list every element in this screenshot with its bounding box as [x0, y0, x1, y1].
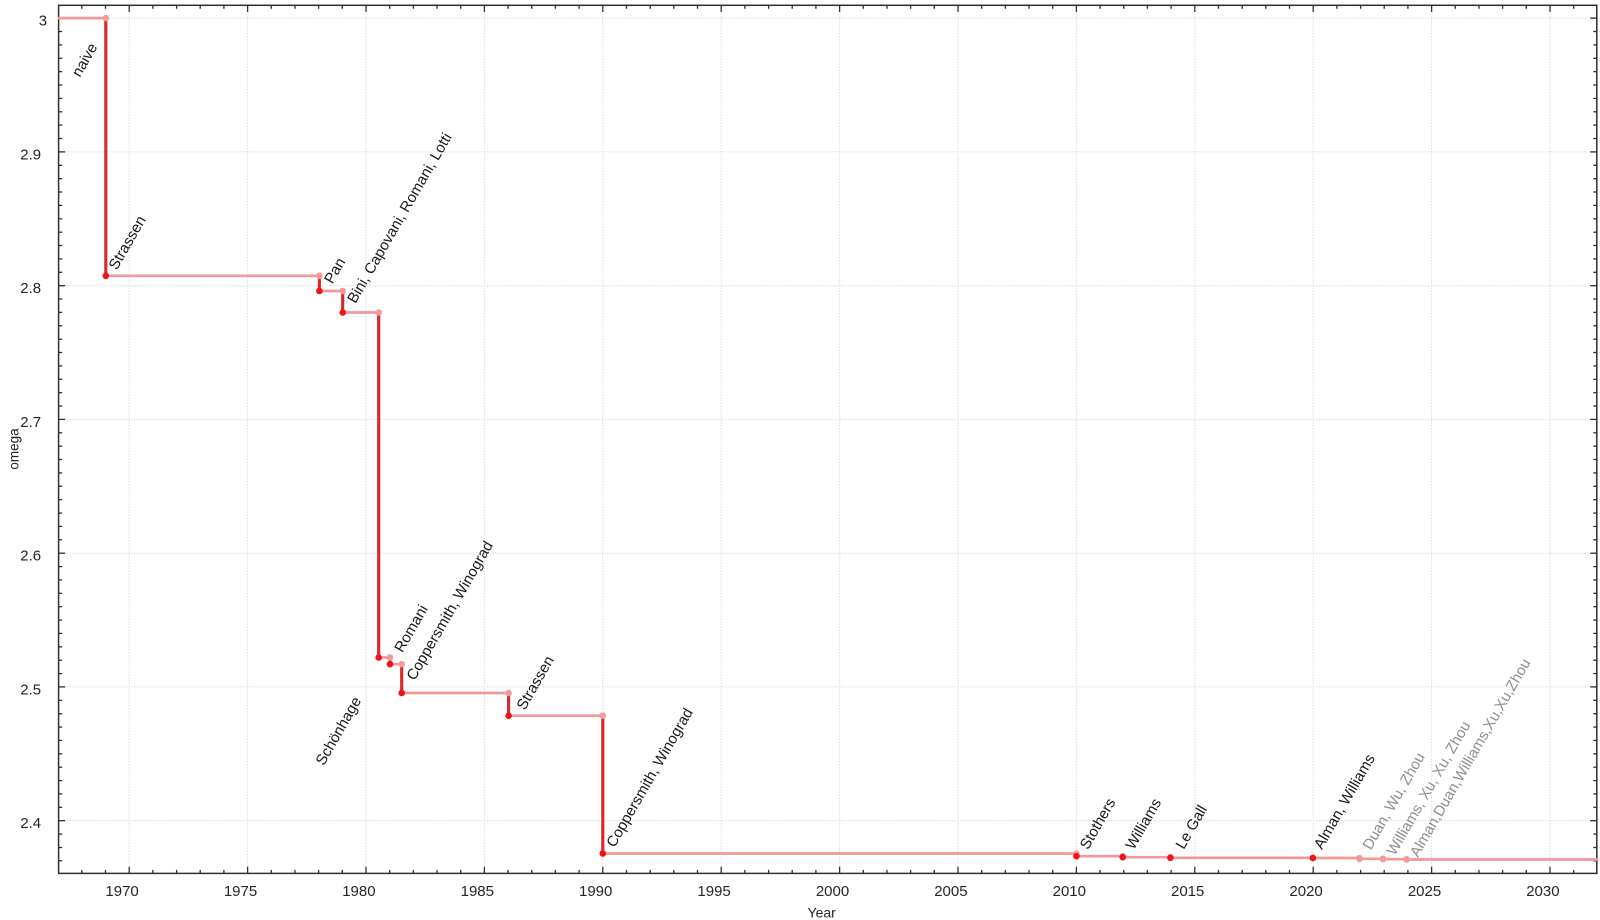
- svg-text:1975: 1975: [224, 883, 257, 900]
- svg-text:1985: 1985: [461, 883, 494, 900]
- svg-text:2.4: 2.4: [20, 815, 41, 832]
- svg-text:2.8: 2.8: [20, 280, 41, 297]
- svg-text:2.5: 2.5: [20, 681, 41, 698]
- svg-text:2.6: 2.6: [20, 548, 41, 565]
- svg-text:1990: 1990: [579, 883, 612, 900]
- svg-text:2015: 2015: [1171, 883, 1204, 900]
- svg-text:omega: omega: [7, 428, 22, 470]
- svg-text:Year: Year: [808, 905, 837, 920]
- svg-text:2020: 2020: [1289, 883, 1322, 900]
- svg-text:1970: 1970: [105, 883, 138, 900]
- svg-text:2010: 2010: [1053, 883, 1086, 900]
- svg-text:2030: 2030: [1526, 883, 1559, 900]
- svg-text:1995: 1995: [697, 883, 730, 900]
- svg-text:2000: 2000: [816, 883, 849, 900]
- svg-text:2.7: 2.7: [20, 414, 41, 431]
- svg-text:3: 3: [39, 13, 47, 30]
- svg-text:2.9: 2.9: [20, 146, 41, 163]
- svg-text:2025: 2025: [1408, 883, 1441, 900]
- svg-text:1980: 1980: [342, 883, 375, 900]
- svg-text:2005: 2005: [934, 883, 967, 900]
